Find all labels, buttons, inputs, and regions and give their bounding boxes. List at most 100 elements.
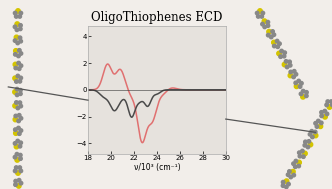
Circle shape (14, 53, 17, 56)
Circle shape (285, 65, 289, 69)
Circle shape (283, 51, 287, 54)
Circle shape (19, 117, 23, 120)
Circle shape (270, 35, 273, 39)
Circle shape (320, 111, 323, 114)
Circle shape (14, 144, 19, 149)
Circle shape (273, 44, 276, 48)
Circle shape (292, 75, 295, 79)
Circle shape (289, 64, 292, 67)
Circle shape (19, 88, 22, 92)
Circle shape (308, 132, 312, 136)
Circle shape (325, 103, 328, 107)
Circle shape (17, 178, 21, 182)
Circle shape (18, 36, 22, 40)
Circle shape (275, 39, 279, 43)
Circle shape (331, 103, 332, 107)
Circle shape (299, 92, 303, 96)
Circle shape (292, 70, 296, 73)
Circle shape (14, 128, 17, 131)
X-axis label: ν/10³ (cm⁻¹): ν/10³ (cm⁻¹) (133, 163, 180, 172)
Circle shape (14, 66, 18, 70)
Circle shape (262, 19, 267, 23)
Circle shape (18, 166, 22, 169)
Circle shape (300, 81, 303, 85)
Circle shape (16, 41, 20, 45)
Circle shape (257, 15, 260, 18)
Circle shape (323, 115, 327, 119)
Circle shape (16, 139, 20, 143)
Circle shape (18, 132, 21, 136)
Circle shape (15, 22, 20, 26)
Circle shape (284, 60, 288, 63)
Circle shape (308, 142, 313, 147)
Circle shape (316, 119, 320, 123)
Circle shape (272, 33, 276, 36)
Circle shape (320, 114, 323, 118)
Circle shape (18, 144, 22, 148)
Circle shape (294, 84, 299, 89)
Circle shape (306, 145, 310, 149)
Circle shape (13, 25, 17, 29)
Circle shape (15, 166, 18, 169)
Circle shape (15, 93, 19, 97)
Circle shape (13, 117, 18, 122)
Circle shape (288, 60, 291, 64)
Circle shape (16, 9, 20, 13)
Circle shape (19, 153, 22, 157)
Circle shape (17, 119, 20, 123)
Circle shape (13, 142, 17, 145)
Circle shape (280, 49, 283, 53)
Circle shape (19, 92, 22, 95)
Circle shape (13, 62, 18, 67)
Circle shape (301, 89, 305, 93)
Circle shape (282, 54, 286, 58)
Circle shape (289, 70, 292, 74)
Circle shape (14, 35, 19, 40)
Circle shape (13, 90, 17, 94)
Circle shape (297, 160, 301, 165)
Circle shape (16, 171, 20, 175)
Circle shape (267, 29, 271, 34)
Circle shape (19, 104, 23, 108)
Circle shape (276, 45, 280, 49)
Circle shape (310, 129, 313, 133)
Circle shape (304, 140, 307, 144)
Circle shape (292, 173, 295, 177)
Circle shape (292, 162, 295, 165)
Circle shape (294, 73, 298, 76)
Circle shape (301, 149, 304, 153)
Circle shape (293, 165, 297, 168)
Circle shape (307, 140, 311, 143)
Circle shape (327, 105, 332, 109)
Circle shape (15, 28, 19, 32)
Circle shape (13, 104, 17, 108)
Circle shape (16, 106, 20, 110)
Circle shape (266, 24, 270, 27)
Circle shape (18, 114, 21, 117)
Circle shape (311, 135, 314, 139)
Circle shape (325, 112, 329, 116)
Circle shape (318, 124, 323, 129)
Circle shape (297, 151, 301, 154)
Circle shape (14, 49, 18, 53)
Circle shape (15, 153, 19, 156)
Circle shape (278, 42, 281, 45)
Circle shape (14, 131, 18, 135)
Circle shape (18, 15, 22, 18)
Circle shape (319, 121, 323, 125)
Circle shape (15, 87, 19, 91)
Circle shape (18, 80, 22, 83)
Circle shape (282, 62, 287, 67)
Circle shape (14, 114, 18, 118)
Circle shape (13, 169, 17, 173)
Circle shape (314, 122, 317, 125)
Circle shape (19, 181, 23, 185)
Circle shape (313, 133, 318, 138)
Circle shape (302, 155, 305, 158)
Circle shape (17, 61, 20, 65)
Title: OligoThiophenes ECD: OligoThiophenes ECD (91, 11, 222, 24)
Circle shape (14, 179, 17, 183)
Circle shape (258, 9, 262, 13)
Circle shape (19, 52, 23, 55)
Circle shape (297, 164, 300, 168)
